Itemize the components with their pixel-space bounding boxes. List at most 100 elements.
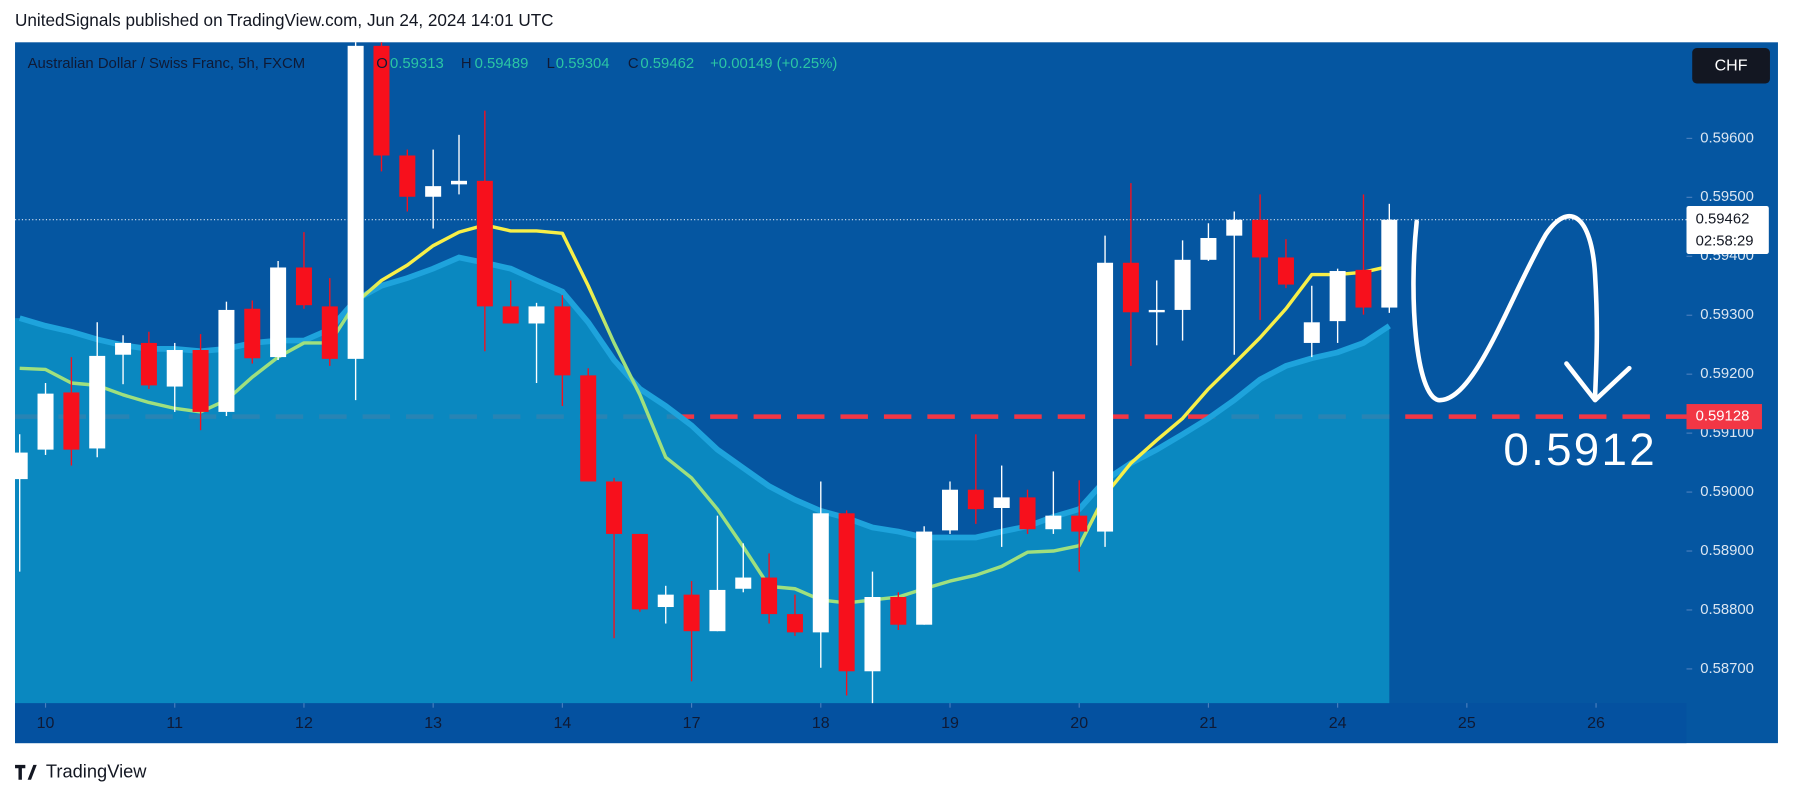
candle-body <box>631 533 648 610</box>
published-note: UnitedSignals published on TradingView.c… <box>15 10 554 30</box>
footer-logo: TradingView <box>15 761 147 782</box>
x-tick-label: 11 <box>166 715 183 732</box>
candle-body <box>657 594 674 608</box>
x-tick-label: 14 <box>553 715 571 732</box>
candle-body <box>838 513 855 672</box>
ohlc-label: C <box>628 56 639 72</box>
candle-body <box>63 392 80 450</box>
ohlc-value: 0.59304 <box>556 56 610 72</box>
ema-line <box>19 223 1390 605</box>
candle-body <box>941 489 959 531</box>
currency-button[interactable] <box>1692 48 1770 84</box>
y-tick-label: 0.58800 <box>1700 602 1754 618</box>
candle-body <box>11 452 28 480</box>
level-label-box <box>1686 404 1762 430</box>
candle-body <box>1045 515 1062 530</box>
ohlc-value: 0.59489 <box>475 56 529 72</box>
candle-body <box>967 489 984 510</box>
ohlc-label: L <box>547 56 555 72</box>
candle-body <box>580 375 597 482</box>
candle-body <box>1148 309 1165 313</box>
x-tick-label: 13 <box>424 715 442 732</box>
candle-body <box>295 267 312 306</box>
symbol-title: Australian Dollar / Swiss Franc, 5h, FXC… <box>28 56 305 72</box>
candle-body <box>270 267 287 358</box>
candle-body <box>1122 262 1139 313</box>
candle-body <box>89 355 106 449</box>
y-tick-label: 0.58700 <box>1700 661 1754 677</box>
candle-body <box>735 577 752 589</box>
y-tick-label: 0.59000 <box>1700 484 1754 500</box>
annotation: 0.5912 <box>1503 424 1657 475</box>
candle-body <box>761 577 778 615</box>
x-tick-label: 20 <box>1070 715 1088 732</box>
x-tick-label: 21 <box>1200 715 1218 732</box>
countdown-label: 02:58:29 <box>1696 233 1754 249</box>
candle-body <box>1252 219 1269 258</box>
candle-body <box>476 180 493 307</box>
candle-body <box>1097 262 1114 532</box>
x-tick-label: 18 <box>812 715 830 732</box>
y-tick-label: 0.59200 <box>1700 366 1754 382</box>
price-change: +0.00149 (+0.25%) <box>710 56 837 72</box>
x-tick-label: 25 <box>1458 715 1476 732</box>
y-tick-label: 0.59500 <box>1700 189 1754 205</box>
ohlc-label: O <box>376 56 388 72</box>
candle-body <box>554 306 571 376</box>
candle-body <box>1381 219 1398 308</box>
candle-body <box>709 589 726 632</box>
y-tick-label: 0.59600 <box>1700 130 1754 146</box>
currency-label[interactable]: CHF <box>1715 58 1748 75</box>
candle-body <box>1226 219 1243 236</box>
candle-body <box>683 594 700 632</box>
arrow-head <box>1564 361 1632 403</box>
candle-body <box>373 45 390 156</box>
candle-body <box>244 308 261 359</box>
candle-body <box>166 350 183 387</box>
candle-body <box>1200 238 1217 260</box>
y-tick-label: 0.58900 <box>1700 543 1754 559</box>
candle-body <box>1071 515 1088 532</box>
y-tick-label: 0.59300 <box>1700 307 1754 323</box>
candle-body <box>890 597 907 625</box>
x-tick-label: 19 <box>941 715 959 732</box>
candle-body <box>786 614 803 633</box>
candle-body <box>140 342 157 386</box>
ohlc-value: 0.59313 <box>390 56 444 72</box>
candle-body <box>1303 322 1320 343</box>
x-tick-label: 12 <box>295 715 313 732</box>
candle-body <box>115 342 132 355</box>
band-area <box>15 257 1390 704</box>
candle-body <box>192 350 209 412</box>
candle-body <box>1329 271 1346 322</box>
hand-drawn-path <box>1411 214 1600 403</box>
logo-mark <box>15 764 37 780</box>
candle-body <box>1019 497 1036 530</box>
x-tick-label: 26 <box>1587 715 1605 732</box>
candle-body <box>451 180 468 185</box>
x-tick-label: 10 <box>37 715 55 732</box>
candle-body <box>37 393 54 450</box>
level-label: 0.59128 <box>1696 409 1750 425</box>
candle-body <box>993 497 1010 508</box>
candle-body <box>321 306 338 359</box>
candle-body <box>1174 259 1191 310</box>
time-axis <box>15 703 1687 744</box>
x-tick-label: 24 <box>1329 715 1347 732</box>
candle-body <box>916 531 933 625</box>
candle-body <box>606 481 623 534</box>
last-price-box <box>1686 206 1769 255</box>
last-price-label: 0.59462 <box>1696 212 1750 228</box>
candle-body <box>812 513 829 633</box>
candle-body <box>1355 269 1372 308</box>
candle-body <box>399 155 416 197</box>
candle-body <box>347 45 364 359</box>
candle-body <box>1277 257 1294 285</box>
ohlc-value: 0.59462 <box>640 56 694 72</box>
candle-body <box>218 309 235 412</box>
footer-brand: TradingView <box>46 761 147 782</box>
candle-body <box>502 306 519 324</box>
candle-body <box>425 186 442 197</box>
x-tick-label: 17 <box>683 715 701 732</box>
